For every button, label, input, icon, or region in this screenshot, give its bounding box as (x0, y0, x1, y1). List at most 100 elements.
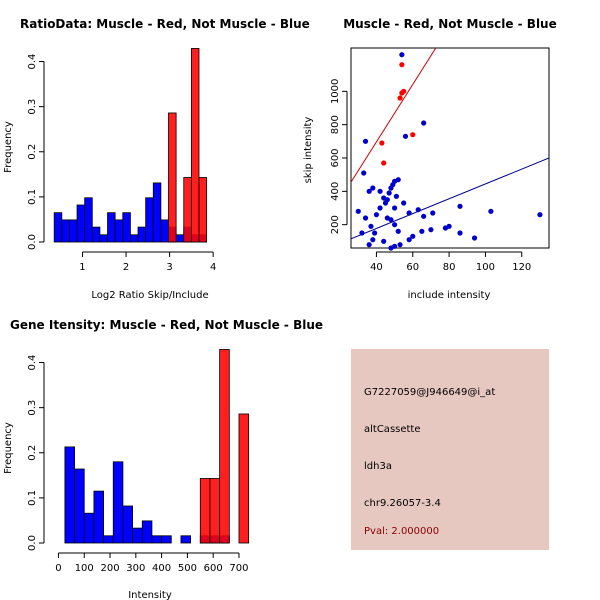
not-muscle-point (401, 200, 407, 206)
intensity-not-muscle-bar (151, 535, 163, 544)
scatter-points (355, 52, 543, 251)
intensity-y-tick-label: 0.0 (27, 535, 38, 551)
not-muscle-point (368, 223, 374, 229)
not-muscle-point (471, 235, 478, 241)
intensity-y-tick-label: 0.3 (27, 400, 38, 416)
not-muscle-point (397, 242, 403, 248)
intensity-muscle-bar (238, 413, 250, 544)
not-muscle-point (419, 228, 425, 234)
not-muscle-point (366, 188, 372, 194)
intensity-x-tick-label: 500 (178, 563, 197, 574)
intensity-not-muscle-bar (122, 505, 133, 544)
gene-name: ldh3a (364, 461, 392, 472)
ratio-muscle-bar (190, 48, 200, 243)
not-muscle-point (373, 212, 380, 218)
ratio-not-muscle-bar (99, 234, 108, 243)
ratio-not-muscle-bar (114, 219, 124, 243)
intensity-muscle-bar (199, 478, 211, 544)
ratio-not-muscle-bar (53, 212, 63, 243)
not-muscle-point (488, 208, 494, 214)
ratio-y-tick-label: 0.0 (27, 234, 38, 250)
not-muscle-fit-line (351, 157, 549, 240)
not-muscle-point (406, 210, 412, 216)
ratio-not-muscle-bar (122, 212, 131, 243)
scatter-x-tick-label: 40 (370, 262, 383, 273)
intensity-x-tick-label: 700 (229, 563, 248, 574)
muscle-point (397, 95, 403, 101)
not-muscle-point (399, 52, 405, 58)
scatter-y-tick-label: 1000 (330, 79, 341, 104)
not-muscle-point (391, 205, 398, 211)
intensity-histogram-bars (64, 349, 250, 544)
not-muscle-point (457, 203, 463, 209)
not-muscle-point (421, 213, 427, 219)
ratio-histogram-ylabel: Frequency (3, 121, 14, 173)
intensity-x-tick-label: 400 (152, 563, 171, 574)
intensity-x-tick-label: 200 (100, 563, 119, 574)
ratio-not-muscle-bar (152, 182, 162, 243)
intensity-not-muscle-bar (83, 512, 95, 544)
intensity-histogram-title: Gene Itensity: Muscle - Red, Not Muscle … (10, 318, 323, 332)
intensity-histogram-xlabel: Intensity (128, 590, 172, 600)
ratio-muscle-bar (183, 177, 192, 243)
not-muscle-point (457, 230, 463, 236)
ratio-histogram: RatioData: Muscle - Red, Not Muscle - Bl… (3, 17, 310, 301)
intensity-not-muscle-bar (93, 490, 104, 544)
ratio-histogram-title: RatioData: Muscle - Red, Not Muscle - Bl… (20, 17, 310, 31)
probe-id: G7227059@J946649@i_at (364, 387, 496, 398)
scatter-plot-frame (350, 47, 550, 249)
ratio-not-muscle-bar (137, 226, 147, 243)
not-muscle-point (381, 238, 387, 244)
not-muscle-point (446, 223, 452, 229)
ratio-histogram-ticks: 0.0 0.1 0.2 0.3 0.4 1 2 3 4 (27, 54, 216, 273)
intensity-not-muscle-bar (64, 446, 75, 544)
not-muscle-point (377, 205, 383, 211)
probe-info-panel: G7227059@J946649@i_at altCassette ldh3a … (351, 349, 549, 550)
intensity-muscle-bar (209, 478, 221, 544)
not-muscle-point (402, 133, 409, 139)
ratio-not-muscle-bar (160, 219, 169, 243)
ratio-x-tick-label: 1 (79, 262, 85, 273)
muscle-fit-line (351, 48, 437, 183)
not-muscle-point (382, 200, 389, 206)
intensity-x-tick-label: 0 (55, 563, 61, 574)
not-muscle-point (428, 227, 434, 233)
scatter-x-tick-label: 120 (512, 262, 531, 273)
not-muscle-point (537, 212, 543, 218)
ratio-y-tick-label: 0.3 (27, 99, 38, 115)
not-muscle-point (362, 138, 369, 144)
not-muscle-point (362, 215, 369, 221)
scatter-ticks: 40 60 80 100 120 200 400 600 800 1000 (330, 79, 531, 273)
ratio-x-tick-label: 4 (210, 262, 216, 273)
not-muscle-point (430, 210, 436, 216)
ratio-not-muscle-bar (69, 219, 78, 243)
event-type: altCassette (364, 424, 421, 435)
ratio-muscle-bar (198, 177, 208, 243)
p-value: Pval: 2.000000 (364, 526, 440, 537)
intensity-muscle-bar (219, 349, 230, 544)
not-muscle-point (395, 228, 401, 234)
muscle-point (399, 62, 405, 68)
intensity-x-tick-label: 600 (204, 563, 223, 574)
not-muscle-point (410, 233, 416, 239)
ratio-x-tick-label: 2 (123, 262, 129, 273)
intensity-not-muscle-bar (132, 527, 143, 544)
not-muscle-point (372, 230, 378, 236)
ratio-y-tick-label: 0.4 (27, 54, 38, 70)
ratio-not-muscle-bar (145, 197, 154, 243)
not-muscle-point (393, 193, 400, 199)
not-muscle-point (355, 208, 361, 214)
intensity-not-muscle-bar (141, 520, 153, 544)
intensity-histogram: Gene Itensity: Muscle - Red, Not Muscle … (3, 318, 323, 600)
ratio-histogram-bars (53, 48, 208, 243)
not-muscle-point (415, 207, 421, 213)
ratio-not-muscle-bar (61, 219, 70, 243)
ratio-muscle-bar (168, 112, 177, 243)
scatter-y-tick-label: 800 (330, 115, 341, 134)
ratio-not-muscle-bar (107, 212, 116, 243)
intensity-y-tick-label: 0.4 (27, 355, 38, 371)
scatter-x-tick-label: 60 (406, 262, 419, 273)
intensity-histogram-ylabel: Frequency (3, 422, 14, 474)
ratio-y-tick-label: 0.1 (27, 189, 38, 205)
